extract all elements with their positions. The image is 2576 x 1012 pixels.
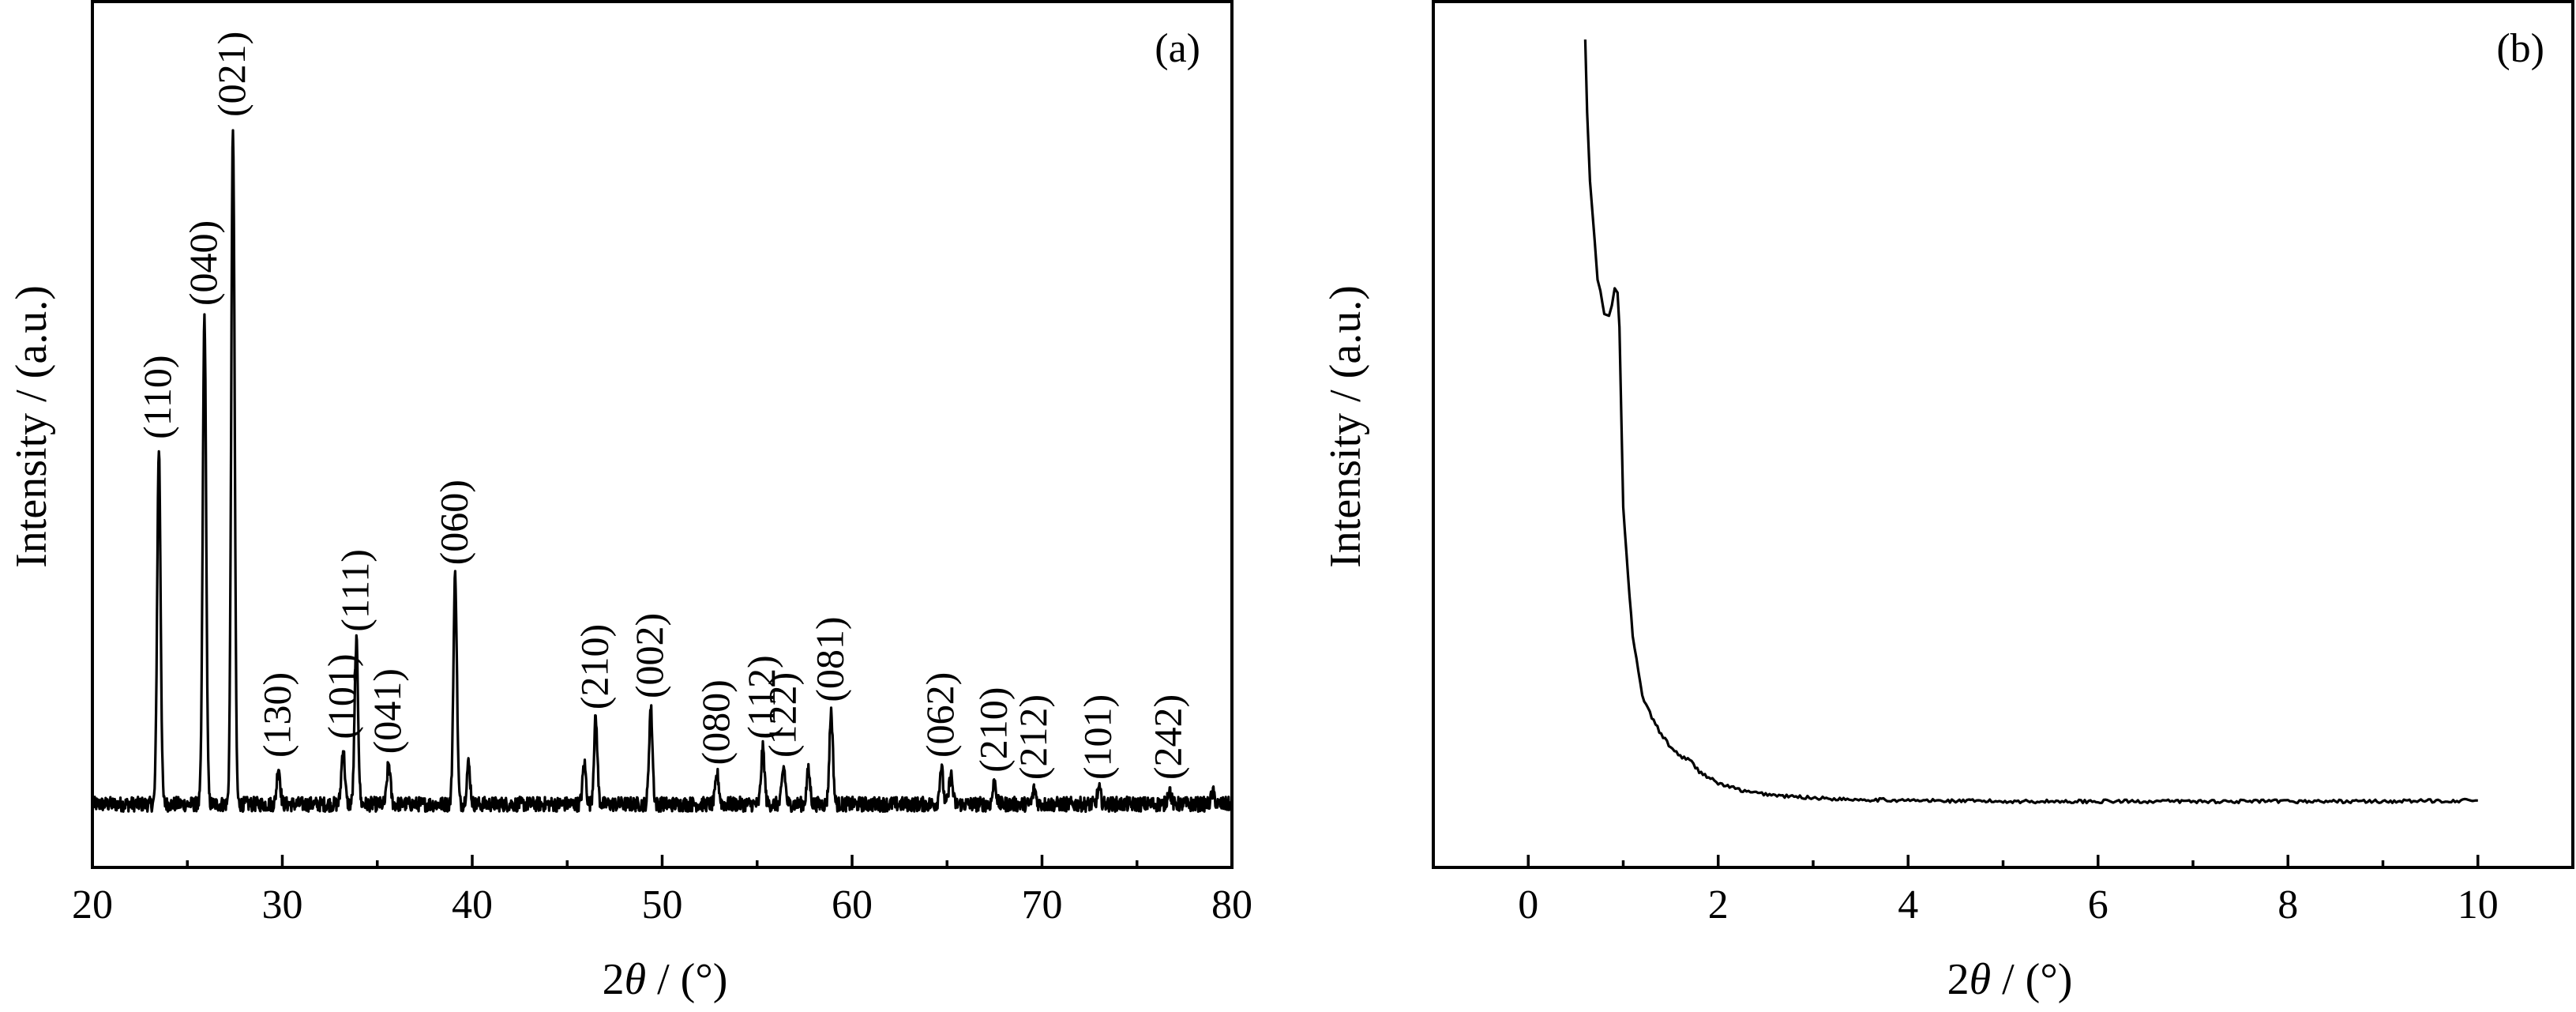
peak-label: (062) xyxy=(918,672,962,758)
panel-a-peak-labels: (110) (040) (021) (130) (101) (111) (041) (060)… xyxy=(135,32,1189,781)
peak-label: (021) xyxy=(209,32,253,117)
peak-label: (122) xyxy=(760,672,804,758)
peak-label: (040) xyxy=(181,220,225,306)
panel-a-x-axis-title: 2θ / (°) xyxy=(603,955,728,1004)
panel-a-x-tick-label: 40 xyxy=(452,882,493,927)
panel-b-x-tick-label: 8 xyxy=(2277,882,2298,927)
peak-label: (210) xyxy=(572,624,616,709)
peak-label: (130) xyxy=(255,672,299,758)
panel-a-y-axis-title: Intensity / (a.u.) xyxy=(7,285,56,568)
panel-b-series-line xyxy=(1583,39,2478,805)
peak-label: (242) xyxy=(1146,694,1190,780)
panel-b-label: (b) xyxy=(2496,26,2544,71)
peak-label: (080) xyxy=(693,679,738,765)
panel-b-x-ticks: 0 2 4 6 8 10 xyxy=(1518,855,2499,927)
peak-label: (110) xyxy=(135,355,179,438)
panel-a-x-tick-label: 50 xyxy=(642,882,683,927)
panel-b-frame xyxy=(1432,0,2574,869)
panel-b: 0 2 4 6 8 10 (b) Intensity / (a.u.) 2θ / (°) xyxy=(1321,0,2574,1004)
panel-b-x-tick-label: 10 xyxy=(2458,882,2499,927)
peak-label: (212) xyxy=(1011,694,1055,780)
panel-b-x-tick-label: 2 xyxy=(1708,882,1729,927)
panel-a-x-tick-label: 80 xyxy=(1211,882,1252,927)
panel-b-x-tick-label: 0 xyxy=(1518,882,1538,927)
peak-label: (210) xyxy=(971,687,1015,773)
peak-label: (002) xyxy=(627,613,671,698)
panel-b-y-axis-title: Intensity / (a.u.) xyxy=(1321,285,1370,568)
panel-a-x-tick-label: 20 xyxy=(72,882,113,927)
panel-b-x-axis-title: 2θ / (°) xyxy=(1947,955,2073,1004)
peak-label: (081) xyxy=(807,616,851,702)
panel-a-series-line xyxy=(92,129,1232,813)
panel-a-x-ticks: 20 30 40 50 60 70 80 xyxy=(72,855,1252,927)
panel-a-x-tick-label: 30 xyxy=(262,882,303,927)
peak-label: (060) xyxy=(431,480,475,565)
peak-label: (101) xyxy=(1076,694,1120,780)
peak-label: (112) xyxy=(739,655,783,739)
panel-a-x-tick-label: 70 xyxy=(1022,882,1063,927)
panel-a-x-tick-label: 60 xyxy=(832,882,873,927)
panel-a: 20 30 40 50 60 70 80 (110) (040) (021) (130) (101)… xyxy=(7,0,1252,1004)
peak-label: (111) xyxy=(332,549,377,632)
peak-label: (041) xyxy=(365,668,409,754)
panel-b-x-tick-label: 4 xyxy=(1898,882,1918,927)
panel-b-x-tick-label: 6 xyxy=(2088,882,2108,927)
panel-a-label: (a) xyxy=(1155,26,1200,71)
